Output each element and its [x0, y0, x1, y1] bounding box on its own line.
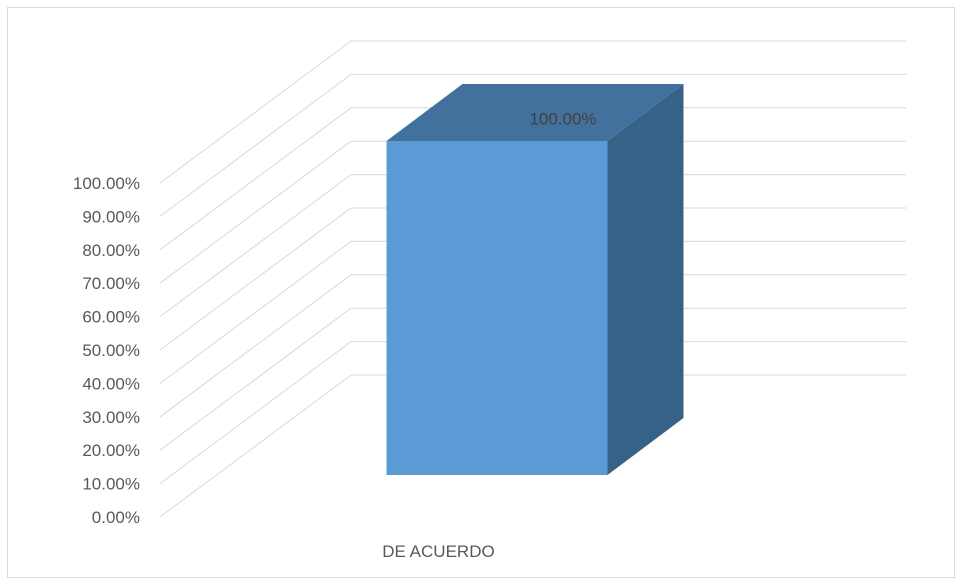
gridline-diagonal — [159, 341, 352, 485]
gridline-diagonal — [159, 73, 352, 217]
bar-top — [386, 84, 684, 141]
gridline-diagonal — [159, 274, 352, 418]
x-tick-label: DE ACUERDO — [382, 542, 494, 561]
y-tick-label: 90.00% — [82, 207, 140, 226]
data-label: 100.00% — [529, 110, 596, 129]
y-tick-label: 70.00% — [82, 274, 140, 293]
gridline-diagonal — [159, 374, 352, 518]
y-tick-label: 60.00% — [82, 308, 140, 327]
gridline-diagonal — [159, 240, 352, 384]
y-tick-label: 20.00% — [82, 441, 140, 460]
gridline-diagonal — [159, 107, 352, 251]
gridline-diagonal — [159, 140, 352, 284]
y-tick-label: 0.00% — [92, 508, 140, 527]
gridline-diagonal — [159, 307, 352, 451]
y-tick-label: 10.00% — [82, 475, 140, 494]
y-tick-label: 80.00% — [82, 241, 140, 260]
y-tick-label: 50.00% — [82, 341, 140, 360]
gridline-diagonal — [159, 40, 352, 184]
gridline-diagonal — [159, 174, 352, 318]
y-tick-label: 30.00% — [82, 408, 140, 427]
y-tick-label: 100.00% — [73, 174, 140, 193]
gridline-diagonal — [159, 207, 352, 351]
y-tick-label: 40.00% — [82, 374, 140, 393]
bar-front — [386, 141, 608, 475]
bar-side — [607, 84, 684, 475]
